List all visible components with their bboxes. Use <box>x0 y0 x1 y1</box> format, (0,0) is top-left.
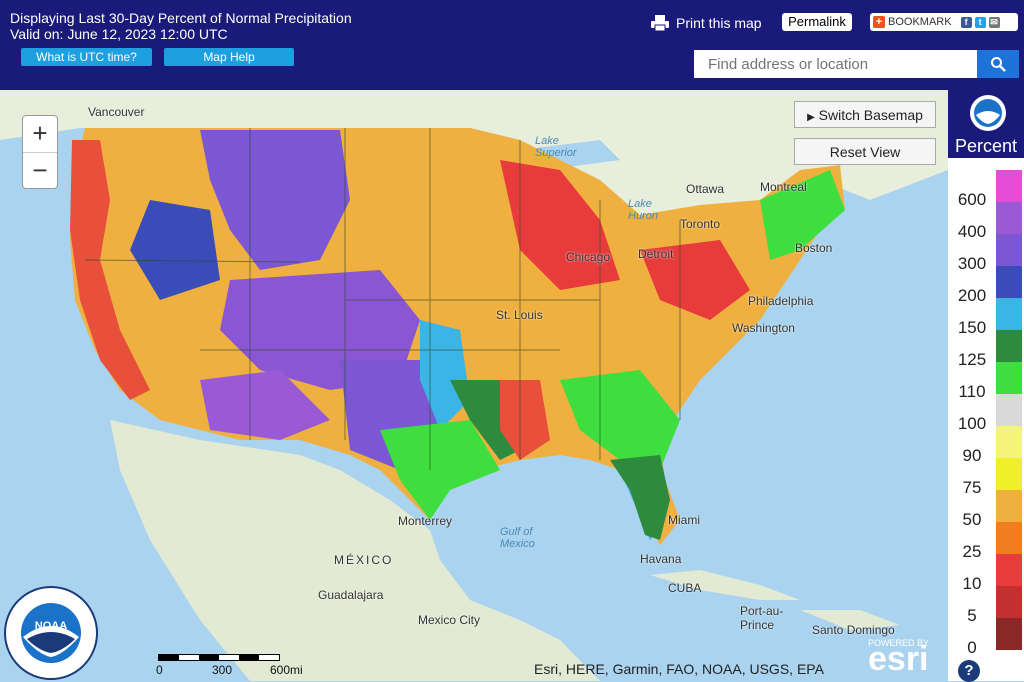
place-label: Mexico City <box>418 613 481 627</box>
legend-value: 75 <box>962 478 982 497</box>
legend-swatch <box>996 618 1022 650</box>
legend-title: Percent <box>954 136 1018 156</box>
help-icon[interactable]: ? <box>958 660 980 682</box>
twitter-icon: t <box>974 16 986 28</box>
legend-swatch <box>996 330 1022 362</box>
place-label: Boston <box>795 241 833 255</box>
place-label: Washington <box>732 321 795 335</box>
legend-swatch <box>996 266 1022 298</box>
attribution: Esri, HERE, Garmin, FAO, NOAA, USGS, EPA <box>534 661 824 677</box>
place-label: CUBA <box>668 581 702 595</box>
triangle-right-icon: ▶ <box>807 112 815 123</box>
place-label: MÉXICO <box>334 553 394 567</box>
bookmark-label: BOOKMARK <box>888 16 952 28</box>
place-label: Santo Domingo <box>812 623 895 637</box>
valid-date: Valid on: June 12, 2023 12:00 UTC <box>10 26 228 42</box>
legend-value: 110 <box>958 382 986 401</box>
map-title: Displaying Last 30-Day Percent of Normal… <box>10 10 352 26</box>
place-label: Monterrey <box>398 514 453 528</box>
map-help-button[interactable]: Map Help <box>164 48 294 66</box>
search-icon <box>991 57 1006 72</box>
zoom-out-button[interactable]: − <box>32 155 48 185</box>
header-bar: Displaying Last 30-Day Percent of Normal… <box>0 0 1024 90</box>
legend: Percent 600 400 300 200 150 125 110 100 90 75 50 25… <box>948 90 1024 681</box>
place-label: St. Louis <box>496 308 543 322</box>
esri-logo: esri <box>868 640 929 678</box>
place-label: Miami <box>668 513 700 527</box>
water-label: Gulf of Mexico <box>500 526 535 550</box>
print-label: Print this map <box>676 15 762 31</box>
place-label: Montreal <box>760 180 807 194</box>
print-map-button[interactable]: Print this map <box>650 14 762 32</box>
legend-value: 25 <box>962 542 982 561</box>
zoom-in-button[interactable]: + <box>23 116 57 153</box>
place-label: Philadelphia <box>748 294 814 308</box>
svg-text:NOAA: NOAA <box>35 620 67 632</box>
utc-time-button[interactable]: What is UTC time? <box>21 48 152 66</box>
powered-by: POWERED BY <box>868 638 930 648</box>
legend-value: 5 <box>967 606 977 625</box>
legend-swatch <box>996 426 1022 458</box>
water-label: Lake Huron <box>628 198 658 222</box>
place-label: Chicago <box>566 250 611 264</box>
scale-label: 300 <box>212 663 233 677</box>
place-label: Toronto <box>680 217 721 231</box>
legend-value: 400 <box>957 222 987 241</box>
noaa-seal: NOAA <box>4 586 98 680</box>
switch-basemap-button[interactable]: ▶ Switch Basemap <box>794 101 936 128</box>
legend-value: 200 <box>957 286 987 305</box>
search-button[interactable] <box>977 50 1019 78</box>
place-label: Detroit <box>638 247 674 261</box>
legend-swatch <box>996 170 1022 202</box>
legend-header: Percent <box>948 90 1024 158</box>
zoom-control: + − <box>22 115 58 189</box>
permalink-button[interactable]: Permalink <box>782 13 852 31</box>
legend-swatch <box>996 394 1022 426</box>
switch-basemap-label: Switch Basemap <box>818 107 923 123</box>
legend-value: 10 <box>962 574 982 593</box>
legend-swatch <box>996 554 1022 586</box>
water-label: Lake Superior <box>535 135 577 159</box>
legend-swatch <box>996 586 1022 618</box>
search-input[interactable] <box>694 50 977 78</box>
place-label: Ottawa <box>686 182 725 196</box>
legend-swatch <box>996 234 1022 266</box>
place-label: Vancouver <box>88 105 145 119</box>
legend-value: 150 <box>957 318 987 337</box>
legend-value: 50 <box>962 510 982 529</box>
legend-swatch <box>996 202 1022 234</box>
scale-bar <box>158 654 280 661</box>
place-label: Havana <box>640 552 682 566</box>
legend-swatch <box>996 298 1022 330</box>
reset-view-button[interactable]: Reset View <box>794 138 936 165</box>
scale-label: 0 <box>156 663 163 677</box>
place-label: Guadalajara <box>318 588 384 602</box>
legend-value: 125 <box>957 350 987 369</box>
legend-swatch <box>996 522 1022 554</box>
email-icon: ✉ <box>988 16 1000 28</box>
legend-value: 600 <box>957 190 987 209</box>
scale-label: 600mi <box>270 663 303 677</box>
legend-value: 300 <box>957 254 987 273</box>
facebook-icon: f <box>960 16 972 28</box>
legend-swatch <box>996 362 1022 394</box>
legend-value: 100 <box>957 414 987 433</box>
legend-swatch <box>996 490 1022 522</box>
printer-icon <box>651 15 669 32</box>
map-view[interactable]: Vancouver Ottawa Montreal Toronto Detroi… <box>0 90 948 681</box>
plus-icon: + <box>873 16 885 28</box>
legend-value: 0 <box>967 638 977 657</box>
legend-swatch <box>996 458 1022 490</box>
noaa-logo-icon <box>970 95 1006 131</box>
place-label: Port-au-Prince <box>740 604 784 632</box>
legend-value: 90 <box>962 446 982 465</box>
precipitation-map <box>0 90 948 681</box>
bookmark-button[interactable]: + BOOKMARK f t ✉ <box>870 13 1018 31</box>
